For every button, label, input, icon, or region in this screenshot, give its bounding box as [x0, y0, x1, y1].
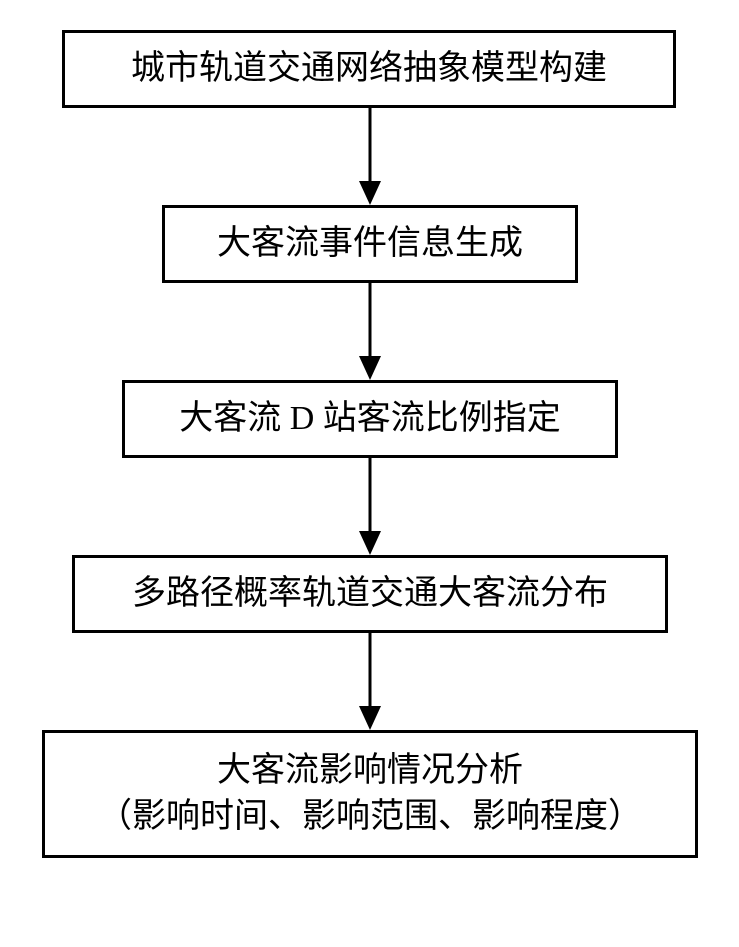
- flow-arrow-1: [357, 108, 383, 205]
- flow-node-label: 大客流影响情况分析: [98, 748, 642, 794]
- flow-node-label: 多路径概率轨道交通大客流分布: [132, 571, 608, 617]
- flow-node-label: 大客流事件信息生成: [217, 221, 523, 267]
- flow-arrow-4: [357, 633, 383, 730]
- flow-node-n4: 多路径概率轨道交通大客流分布: [72, 555, 668, 633]
- flow-node-n5: 大客流影响情况分析（影响时间、影响范围、影响程度）: [42, 730, 698, 858]
- flow-node-label: （影响时间、影响范围、影响程度）: [98, 794, 642, 840]
- flow-node-label: 大客流 D 站客流比例指定: [179, 396, 561, 442]
- flow-node-n2: 大客流事件信息生成: [162, 205, 578, 283]
- flow-arrow-2: [357, 283, 383, 380]
- flow-node-n3: 大客流 D 站客流比例指定: [122, 380, 618, 458]
- flowchart-canvas: 城市轨道交通网络抽象模型构建大客流事件信息生成大客流 D 站客流比例指定多路径概…: [0, 0, 739, 947]
- flow-node-n1: 城市轨道交通网络抽象模型构建: [62, 30, 676, 108]
- flow-node-label: 城市轨道交通网络抽象模型构建: [131, 46, 607, 92]
- flow-arrow-3: [357, 458, 383, 555]
